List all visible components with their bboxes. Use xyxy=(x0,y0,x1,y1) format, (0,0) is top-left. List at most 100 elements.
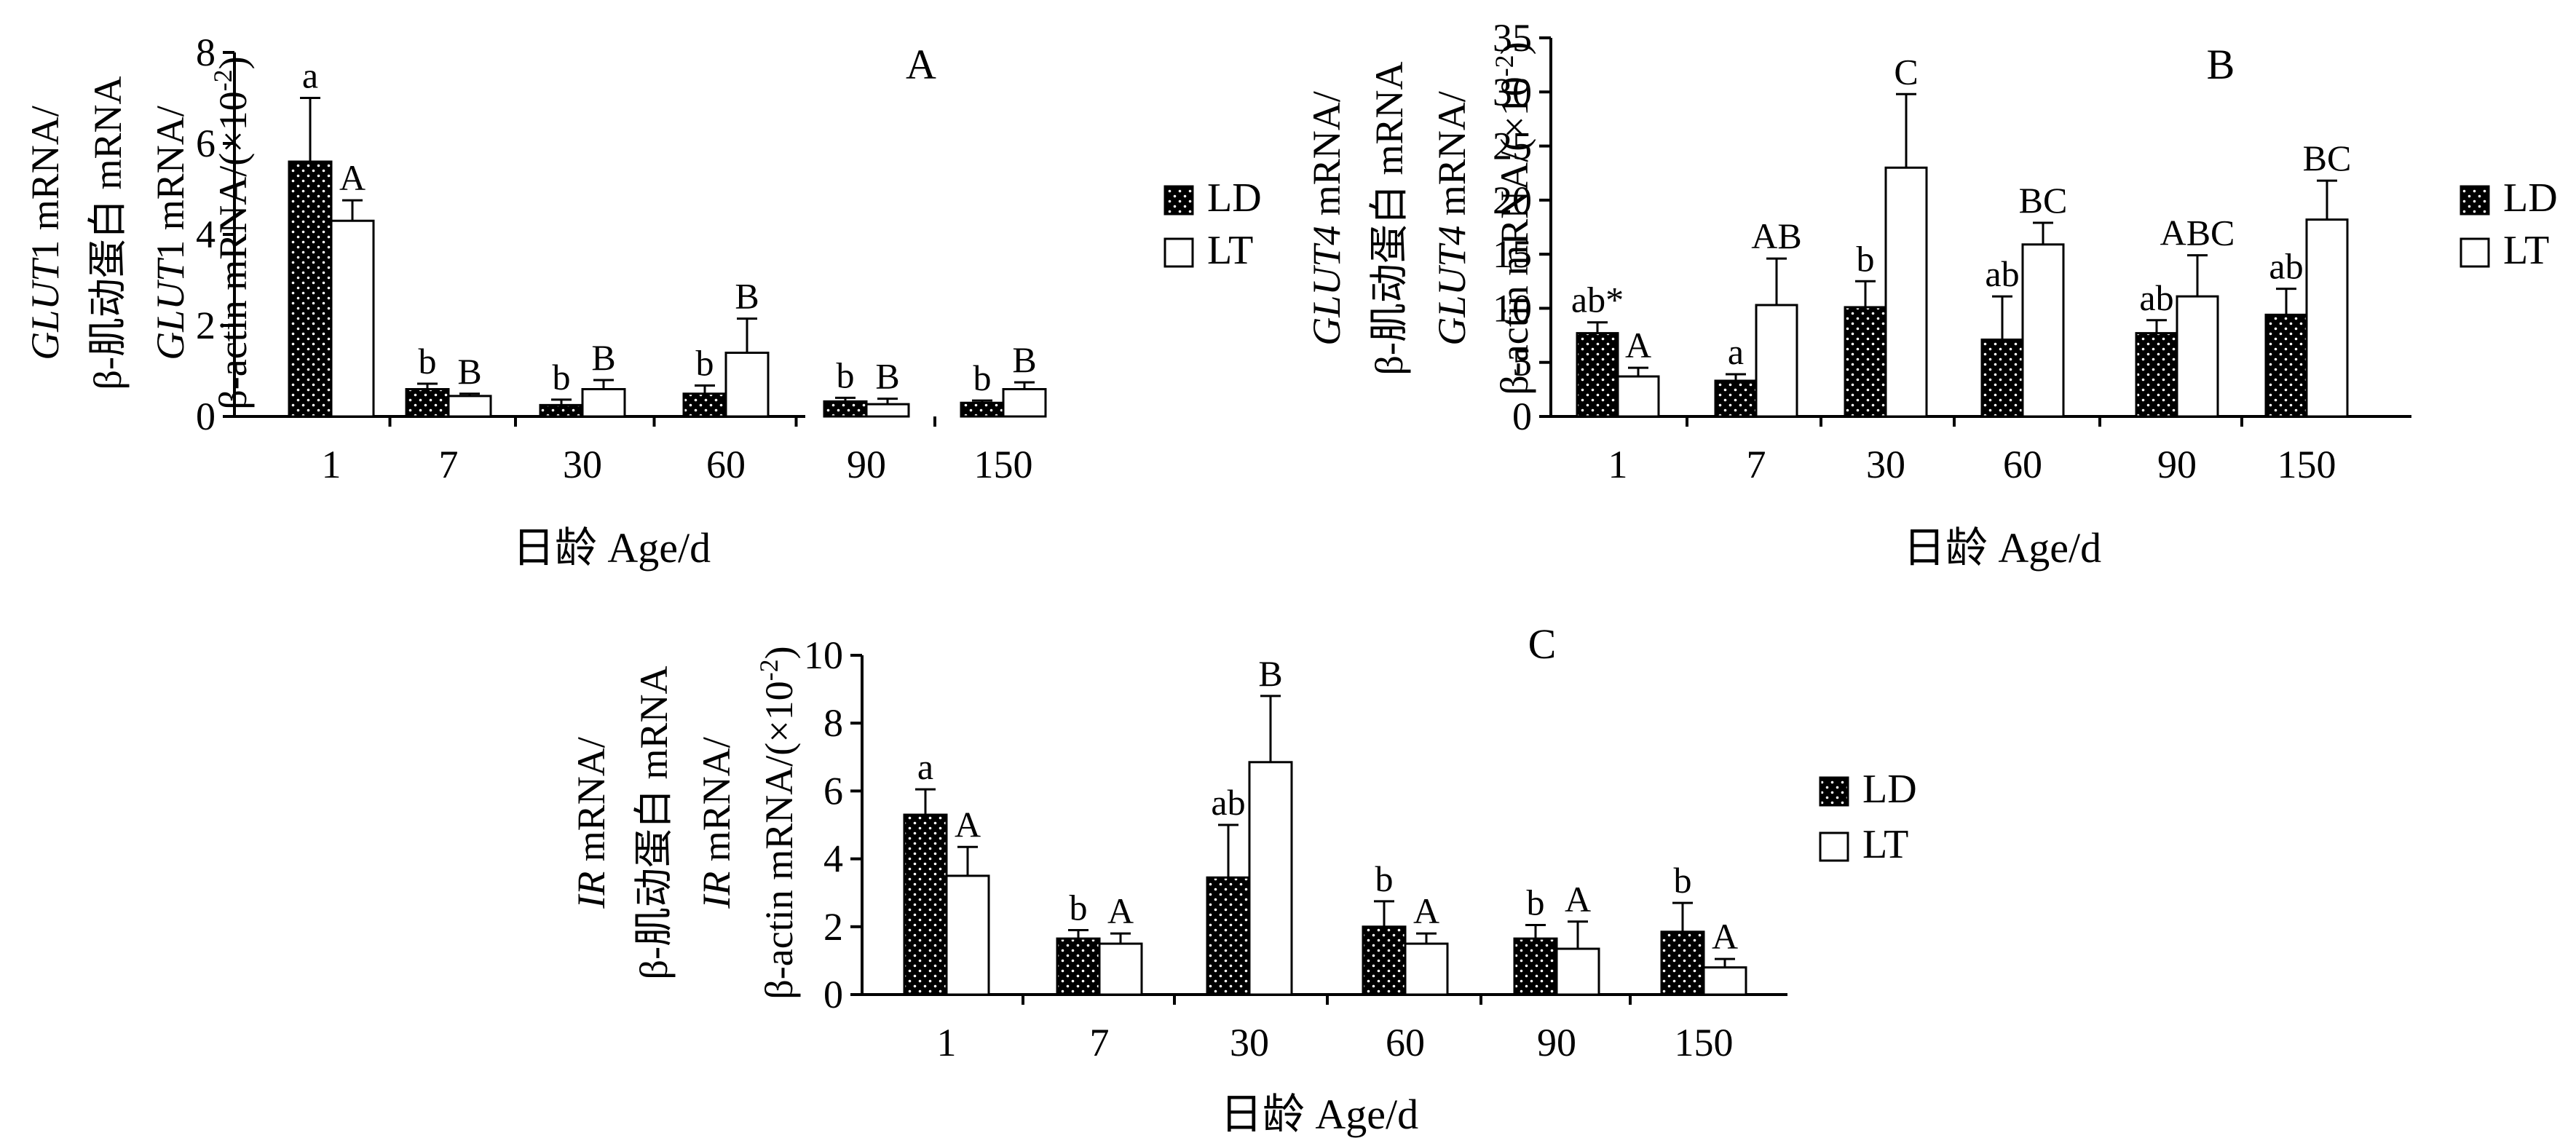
significance-label: b xyxy=(837,355,855,395)
bar-lt xyxy=(1098,942,1143,996)
significance-label: A xyxy=(1565,879,1591,920)
legend-label-ld: LD xyxy=(1862,767,1917,812)
y-axis-label-line: GLUT4 mRNA/ xyxy=(1305,91,1348,346)
bar-lt xyxy=(945,874,990,996)
bar-lt xyxy=(724,352,770,418)
legend-swatch-lt xyxy=(1163,237,1194,268)
y-axis-label-segment: -2 xyxy=(754,659,783,681)
bar-ld xyxy=(1844,306,1887,418)
bar-ld xyxy=(960,401,1005,418)
x-axis-title: 日龄 Age/d xyxy=(513,524,711,572)
significance-label: C xyxy=(1894,51,1918,92)
significance-label: b xyxy=(1674,860,1692,901)
x-tick-label: 90 xyxy=(847,443,886,486)
x-tick-label: 30 xyxy=(1866,443,1905,486)
y-axis-label-segment: GLUT xyxy=(23,257,67,360)
significance-label: B xyxy=(591,337,615,378)
y-axis-label-segment: mRNA/ xyxy=(1305,91,1348,226)
y-axis-label-line: β-actin mRNA/(×10-2) xyxy=(1490,42,1536,395)
bar-ld xyxy=(1576,332,1619,418)
x-tick-label: 7 xyxy=(439,443,459,486)
significance-label: b xyxy=(419,341,437,382)
y-axis-label-line: β-肌动蛋白 mRNA xyxy=(86,76,130,390)
bar-ld xyxy=(903,813,948,996)
y-axis-label-segment: β-肌动蛋白 mRNA xyxy=(1367,62,1411,376)
y-tick-label: 2 xyxy=(196,304,216,347)
panel-label: C xyxy=(1528,620,1557,668)
x-tick-label: 60 xyxy=(1386,1021,1425,1064)
legend-label-ld: LD xyxy=(2503,175,2558,221)
bar-lt xyxy=(865,403,910,418)
bar-lt xyxy=(2021,243,2065,418)
significance-label: ab xyxy=(2269,246,2303,287)
significance-label: B xyxy=(457,351,481,392)
y-axis-label-segment: mRNA/ xyxy=(695,737,738,872)
bar-ld xyxy=(405,388,450,418)
legend-swatch-ld xyxy=(2460,185,2490,216)
legend-label-lt: LT xyxy=(2503,228,2549,273)
bar-ld xyxy=(539,403,584,418)
y-tick-label: 2 xyxy=(823,905,843,949)
significance-label: b xyxy=(553,357,571,398)
y-axis-label-segment: ) xyxy=(757,646,801,659)
bar-lt xyxy=(1884,166,1928,418)
y-tick-label: 20 xyxy=(1493,178,1532,222)
significance-label: A xyxy=(1413,890,1439,931)
legend-swatch-ld xyxy=(1163,185,1194,216)
x-tick-label: 150 xyxy=(2277,443,2336,486)
x-axis-title: 日龄 Age/d xyxy=(1220,1091,1418,1138)
y-tick-label: 4 xyxy=(196,213,216,256)
y-axis-label-line: GLUT1 mRNA/ xyxy=(149,106,192,360)
significance-label: b xyxy=(1070,887,1088,928)
significance-label: B xyxy=(1012,339,1036,380)
x-tick-label: 90 xyxy=(1537,1021,1576,1064)
x-tick-label: 1 xyxy=(322,443,341,486)
y-axis-label-segment: GLUT4 xyxy=(1305,226,1348,346)
bar-ld xyxy=(1362,925,1407,996)
x-tick-label: 1 xyxy=(1608,443,1628,486)
significance-label: ab xyxy=(1211,782,1245,823)
y-axis-label-segment: mRNA/ xyxy=(1430,91,1474,226)
panel-a: 0 2 4 6 8 1 7 30 60 90 150 a b b b b b A B B B B B A LD LT 日龄 Age/… xyxy=(23,31,1262,572)
y-axis-label-segment: 1 mRNA/ xyxy=(149,106,192,260)
bar-lt xyxy=(1248,761,1293,996)
significance-label: ab* xyxy=(1571,280,1624,320)
significance-label: BC xyxy=(2019,180,2068,221)
bar-ld xyxy=(823,400,868,418)
legend-label-lt: LT xyxy=(1207,228,1253,273)
y-axis-label-line: IR mRNA/ xyxy=(569,737,613,909)
significance-label: b xyxy=(1375,858,1394,899)
y-axis-label-line: β-肌动蛋白 mRNA xyxy=(1367,62,1411,376)
y-axis-label-segment: 1 mRNA/ xyxy=(23,106,67,260)
y-tick-label: 8 xyxy=(823,701,843,745)
significance-label: A xyxy=(1625,325,1651,365)
y-tick-label: 0 xyxy=(196,395,216,438)
y-axis-label-segment: GLUT xyxy=(149,257,192,360)
y-axis-label-segment: -2 xyxy=(208,69,237,91)
y-tick-label: 6 xyxy=(196,122,216,165)
y-axis-label-segment: β-actin mRNA/(×10 xyxy=(757,681,801,999)
significance-label: ABC xyxy=(2160,213,2235,253)
bar-ld xyxy=(1714,379,1758,418)
y-axis-label-segment: β-actin mRNA/(×10 xyxy=(1493,76,1536,395)
significance-label: B xyxy=(735,276,759,317)
y-tick-label: 15 xyxy=(1493,232,1532,276)
significance-label: A xyxy=(1107,890,1134,931)
y-tick-label: 35 xyxy=(1493,16,1532,60)
significance-label: A xyxy=(1712,916,1738,957)
y-tick-label: 10 xyxy=(804,633,843,677)
bar-lt xyxy=(581,388,626,418)
significance-label: A xyxy=(955,804,981,845)
y-axis-label-segment: mRNA/ xyxy=(569,737,613,872)
x-tick-label: 7 xyxy=(1747,443,1766,486)
bar-lt xyxy=(1755,304,1798,418)
bar-lt xyxy=(1616,375,1660,418)
bar-ld xyxy=(1513,937,1558,996)
bar-lt xyxy=(330,219,375,418)
x-axis-title: 日龄 Age/d xyxy=(1903,524,2101,572)
x-tick-label: 30 xyxy=(1230,1021,1269,1064)
y-tick-label: 8 xyxy=(196,31,216,74)
significance-label: A xyxy=(339,157,366,198)
